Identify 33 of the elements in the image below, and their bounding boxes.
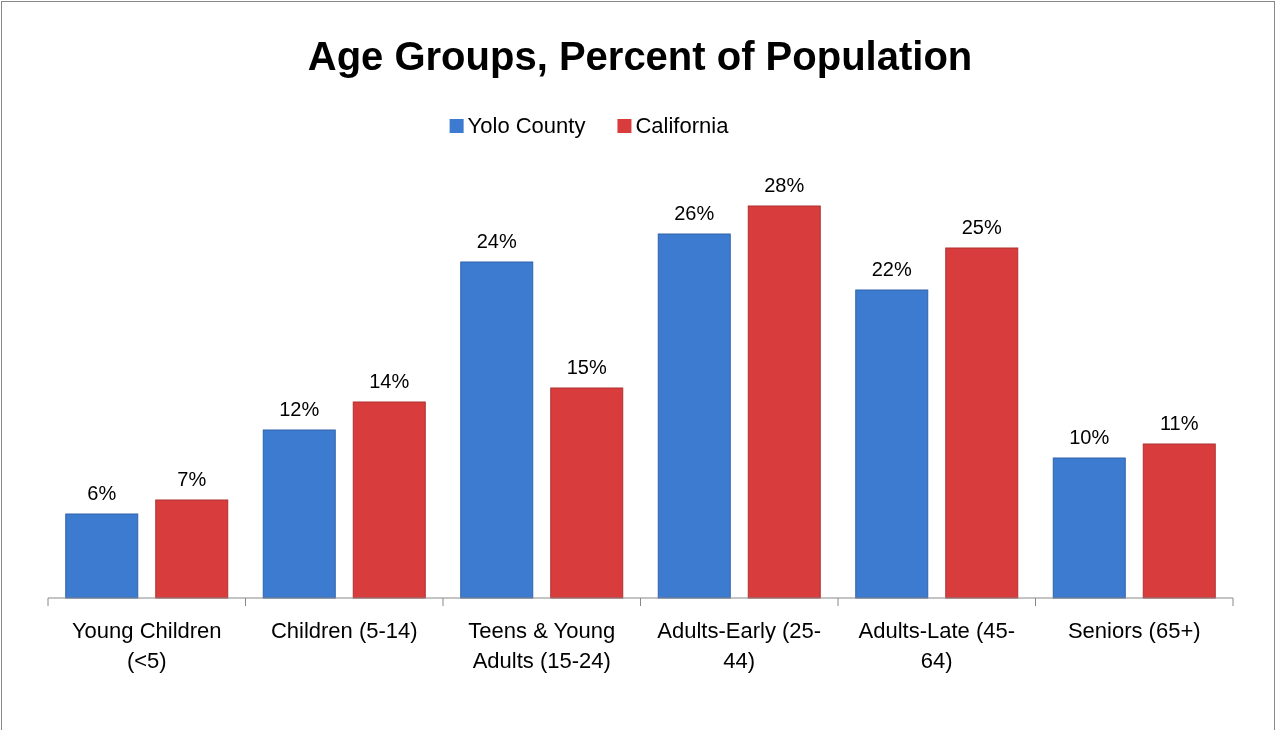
data-label: 26% xyxy=(674,202,715,224)
data-label: 14% xyxy=(369,370,410,392)
data-label: 7% xyxy=(177,468,207,490)
x-tick-label: Children (5-14) xyxy=(270,618,418,643)
bar xyxy=(262,429,336,599)
x-tick-label: Adults-Late (45-64) xyxy=(858,618,1016,673)
bar xyxy=(1142,443,1216,599)
data-label: 15% xyxy=(566,356,607,378)
bar xyxy=(550,387,624,599)
bar xyxy=(747,205,821,599)
data-label: 28% xyxy=(764,174,805,196)
chart-title: Age Groups, Percent of Population xyxy=(307,34,973,78)
data-label: 25% xyxy=(961,216,1002,238)
bar xyxy=(155,499,229,599)
legend-label: Yolo County xyxy=(467,112,586,138)
data-label: 6% xyxy=(87,482,117,504)
data-label: 22% xyxy=(871,258,912,280)
data-label: 12% xyxy=(279,398,320,420)
bar xyxy=(1052,457,1126,599)
legend-label: California xyxy=(635,112,730,138)
bar xyxy=(460,261,534,599)
data-label: 10% xyxy=(1069,426,1110,448)
x-tick-label: Seniors (65+) xyxy=(1067,618,1201,643)
bar xyxy=(657,233,731,599)
data-label: 24% xyxy=(476,230,517,252)
bar xyxy=(352,401,426,599)
x-tick-label: Adults-Early (25-44) xyxy=(657,618,822,673)
x-tick-label: Young Children (<5) xyxy=(71,618,222,673)
data-label: 11% xyxy=(1159,412,1199,434)
bar xyxy=(65,513,139,599)
x-tick-label: Teens & Young Adults (15-24) xyxy=(468,618,616,673)
bar xyxy=(945,247,1019,599)
bar xyxy=(855,289,929,599)
